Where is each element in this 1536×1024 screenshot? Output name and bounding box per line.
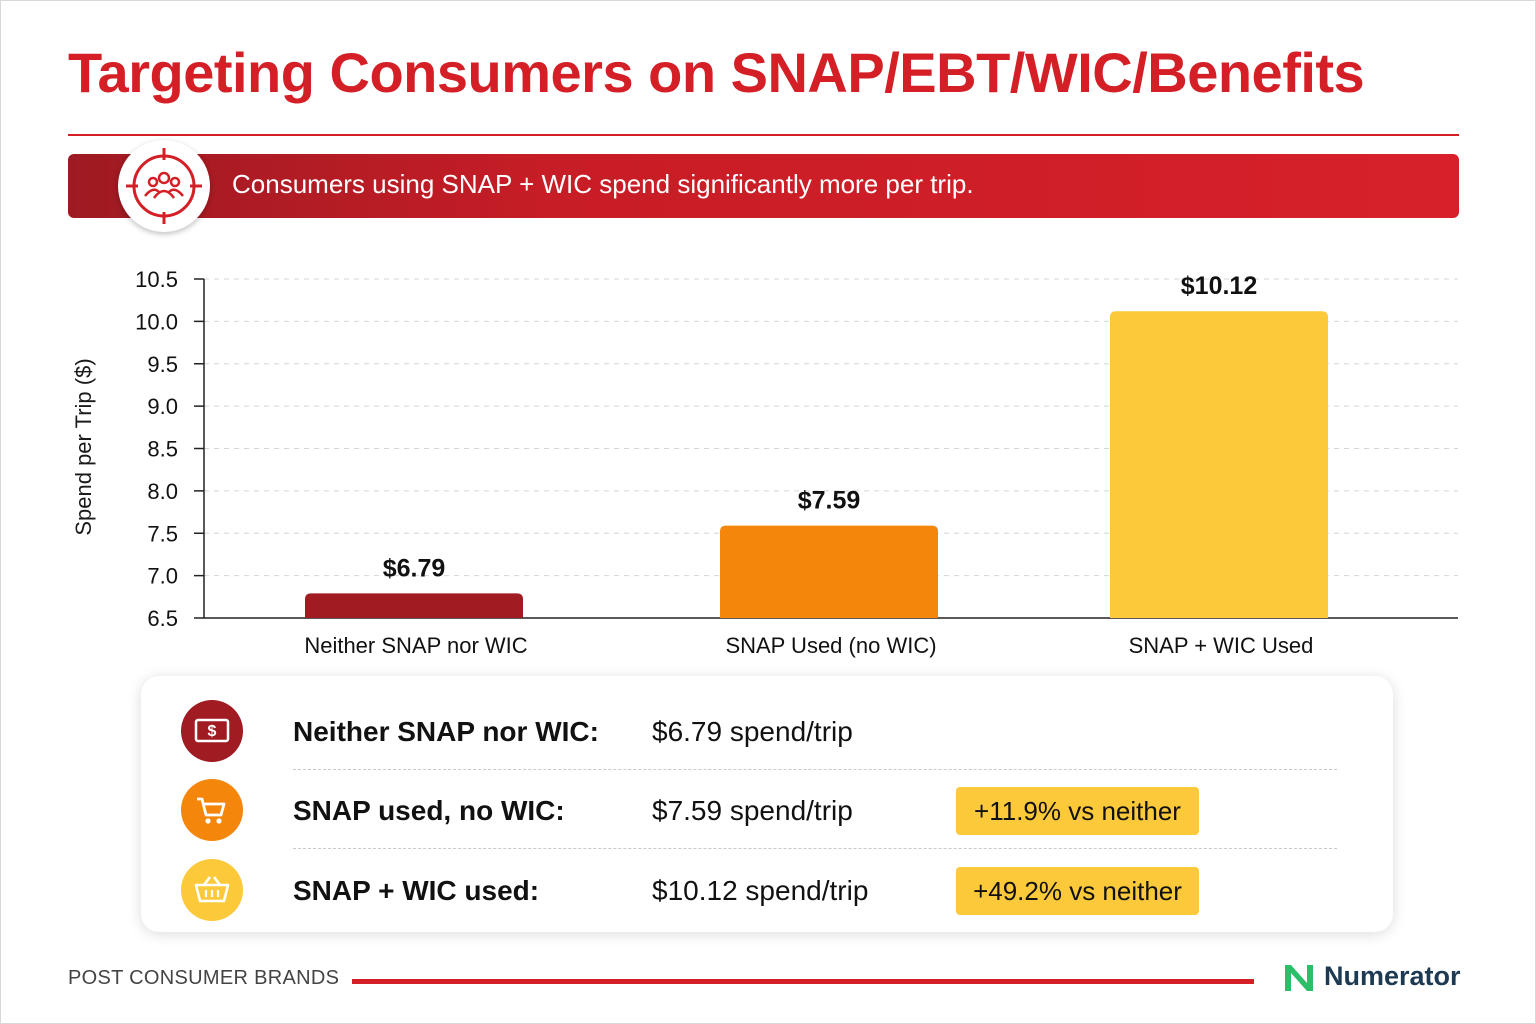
y-tick-label: 7.5 xyxy=(147,521,178,546)
title-divider xyxy=(68,134,1459,136)
y-tick-label: 10.5 xyxy=(135,267,178,292)
row-divider xyxy=(293,848,1337,849)
y-tick-label: 7.0 xyxy=(147,564,178,589)
y-tick-label: 6.5 xyxy=(147,606,178,631)
bar-1 xyxy=(305,593,523,618)
row-divider xyxy=(293,769,1337,770)
svg-text:$: $ xyxy=(208,723,217,740)
target-people-icon xyxy=(118,140,210,232)
y-tick-label: 10.0 xyxy=(135,309,178,334)
summary-value: $7.59 spend/trip xyxy=(652,795,853,826)
shopping-basket-icon xyxy=(181,859,243,921)
footer-divider xyxy=(352,979,1254,984)
bar-value-label: $10.12 xyxy=(1181,272,1257,300)
bar-2 xyxy=(720,525,938,618)
bar-3 xyxy=(1110,311,1328,618)
spend-bar-chart: 6.5 7.0 7.5 8.0 8.5 9.0 9.5 10.0 10.5 $6.79 Neithe… xyxy=(135,267,1458,658)
x-category-label: SNAP + WIC Used xyxy=(1129,633,1314,658)
comparison-badge: +11.9% vs neither xyxy=(956,787,1199,835)
summary-label: SNAP + WIC used: xyxy=(293,875,540,906)
comparison-badge: +49.2% vs neither xyxy=(956,867,1199,915)
x-category-label: Neither SNAP nor WIC xyxy=(304,633,527,658)
summary-row-snap-wic: SNAP + WIC used: $10.12 spend/trip +49.2… xyxy=(141,843,1393,923)
money-icon: $ xyxy=(181,700,243,762)
summary-row-snap: SNAP used, no WIC: $7.59 spend/trip +11.… xyxy=(141,763,1393,849)
headline-text: Consumers using SNAP + WIC spend signifi… xyxy=(232,169,974,199)
x-category-label: SNAP Used (no WIC) xyxy=(725,633,936,658)
page-title: Targeting Consumers on SNAP/EBT/WIC/Bene… xyxy=(68,41,1365,104)
summary-label: Neither SNAP nor WIC: xyxy=(293,716,599,747)
headline-banner xyxy=(68,154,1459,218)
y-tick-label: 9.0 xyxy=(147,394,178,419)
numerator-logo: Numerator xyxy=(1282,961,1462,995)
summary-panel: $ Neither SNAP nor WIC: $6.79 spend/trip… xyxy=(141,676,1393,932)
summary-label: SNAP used, no WIC: xyxy=(293,795,565,826)
y-tick-label: 8.0 xyxy=(147,479,178,504)
summary-row-neither: $ Neither SNAP nor WIC: $6.79 spend/trip xyxy=(141,684,1393,770)
numerator-logo-icon xyxy=(1285,965,1313,991)
y-tick-label: 9.5 xyxy=(147,352,178,377)
summary-value: $10.12 spend/trip xyxy=(652,875,869,906)
bar-value-label: $6.79 xyxy=(383,554,446,582)
footer-brand: POST CONSUMER BRANDS xyxy=(68,967,340,989)
y-tick-label: 8.5 xyxy=(147,437,178,462)
shopping-cart-icon xyxy=(181,779,243,841)
bar-value-label: $7.59 xyxy=(798,487,861,515)
numerator-logo-text: Numerator xyxy=(1324,961,1461,991)
summary-value: $6.79 spend/trip xyxy=(652,716,853,747)
